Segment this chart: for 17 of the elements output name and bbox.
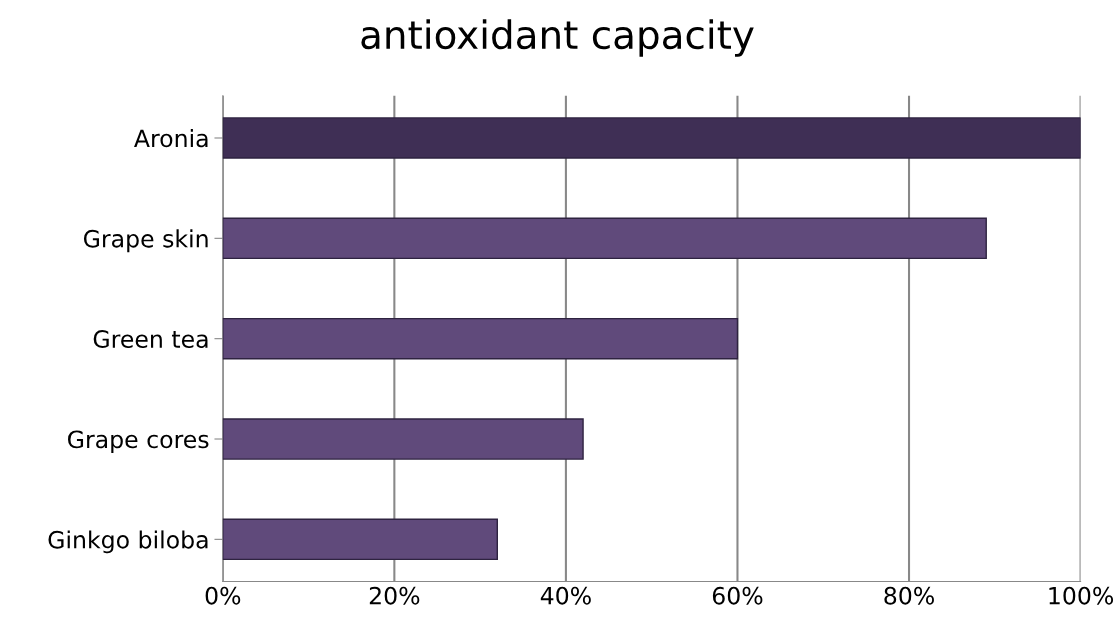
bar	[222, 217, 987, 260]
bar	[222, 117, 1081, 159]
bar	[222, 317, 739, 360]
y-tick-label: Green tea	[93, 330, 208, 348]
x-tick-label: 0%	[205, 586, 241, 605]
bar	[222, 418, 584, 460]
chart-title: antioxidant capacity	[361, 19, 754, 57]
x-tick-label: 100%	[1049, 586, 1114, 605]
y-tick-label: Aronia	[134, 129, 208, 148]
y-tick-label: Grape skin	[83, 229, 208, 253]
bar	[222, 518, 498, 561]
x-tick-label: 40%	[540, 586, 591, 605]
y-tick-label: Grape cores	[68, 430, 209, 453]
x-tick-label: 60%	[712, 586, 763, 605]
y-tick-label: Ginkgo biloba	[48, 530, 208, 554]
x-tick-label: 80%	[884, 586, 934, 605]
x-tick-label: 20%	[369, 586, 420, 605]
